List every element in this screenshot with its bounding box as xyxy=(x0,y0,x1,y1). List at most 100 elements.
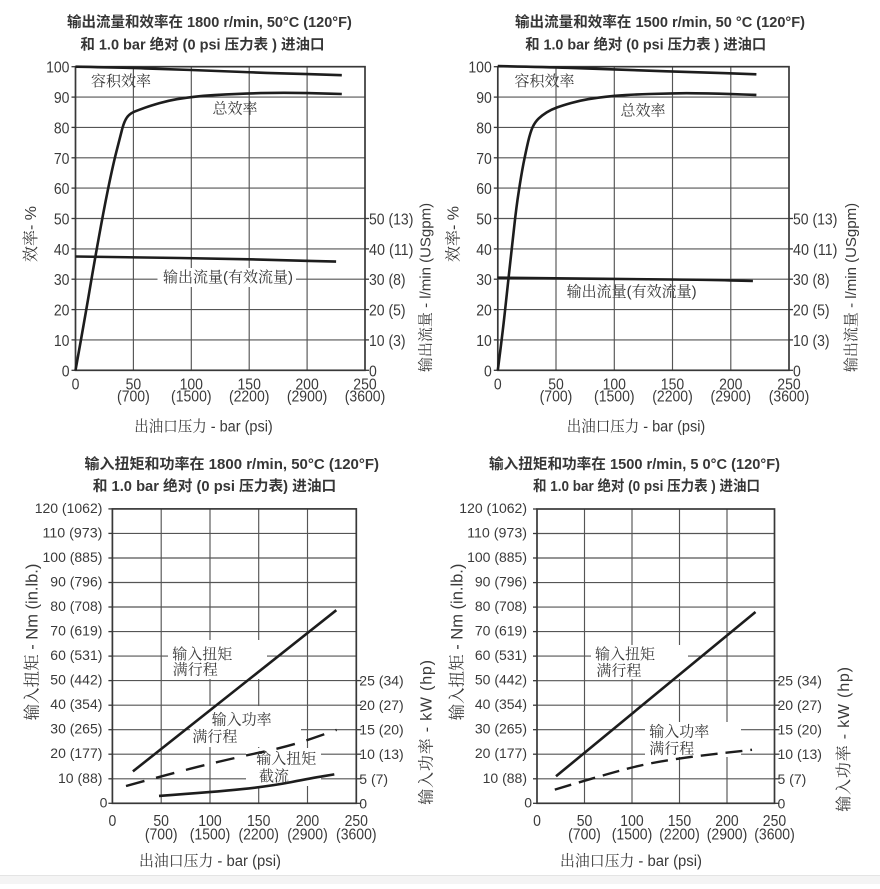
svg-text:60 (531): 60 (531) xyxy=(475,647,527,663)
svg-text:输入功率: 输入功率 xyxy=(212,712,272,729)
svg-text:容积效率: 容积效率 xyxy=(91,73,151,90)
svg-text:25 (34): 25 (34) xyxy=(778,673,822,689)
svg-text:10 (88): 10 (88) xyxy=(58,770,102,786)
svg-text:100: 100 xyxy=(603,377,627,394)
svg-text:(700): (700) xyxy=(145,827,178,844)
svg-text:满行程: 满行程 xyxy=(173,662,218,679)
svg-text:输入扭矩和功率在 1800 r/min, 50°C (12: 输入扭矩和功率在 1800 r/min, 50°C (120°F) xyxy=(85,455,380,473)
svg-text:40 (11): 40 (11) xyxy=(793,242,837,259)
svg-text:40 (354): 40 (354) xyxy=(50,696,102,712)
svg-text:50: 50 xyxy=(153,813,169,830)
svg-text:20 (27): 20 (27) xyxy=(359,697,403,713)
svg-text:(2900): (2900) xyxy=(287,389,328,406)
svg-text:20 (27): 20 (27) xyxy=(778,697,822,713)
svg-text:20: 20 xyxy=(54,303,70,320)
svg-text:100 (885): 100 (885) xyxy=(43,549,103,565)
svg-text:输出流量 - l/min (USgpm): 输出流量 - l/min (USgpm) xyxy=(418,203,435,372)
svg-text:5 (7): 5 (7) xyxy=(778,771,807,787)
svg-text:20: 20 xyxy=(476,303,492,320)
svg-text:(2200): (2200) xyxy=(659,827,700,844)
svg-text:25 (34): 25 (34) xyxy=(359,673,403,689)
svg-text:250: 250 xyxy=(777,377,801,394)
svg-text:0: 0 xyxy=(100,794,108,810)
svg-text:(2200): (2200) xyxy=(238,827,279,844)
svg-text:(2200): (2200) xyxy=(229,389,270,406)
svg-text:15 (20): 15 (20) xyxy=(359,722,403,738)
svg-text:60: 60 xyxy=(54,181,70,198)
svg-text:效率- %: 效率- % xyxy=(444,206,462,262)
svg-text:30 (8): 30 (8) xyxy=(369,272,406,289)
svg-text:(700): (700) xyxy=(117,389,150,406)
svg-text:和 1.0 bar 绝对 (0 psi 压力表) 进油口: 和 1.0 bar 绝对 (0 psi 压力表) 进油口 xyxy=(93,477,337,495)
svg-text:满行程: 满行程 xyxy=(192,729,237,746)
svg-text:输出流量(有效流量): 输出流量(有效流量) xyxy=(567,284,697,301)
svg-text:100: 100 xyxy=(468,60,492,77)
svg-text:70 (619): 70 (619) xyxy=(50,623,102,639)
svg-text:100: 100 xyxy=(620,813,644,830)
svg-text:10 (13): 10 (13) xyxy=(778,746,822,762)
svg-text:0: 0 xyxy=(484,363,492,380)
svg-text:(2900): (2900) xyxy=(711,389,752,406)
svg-text:20 (177): 20 (177) xyxy=(475,745,527,761)
svg-text:(1500): (1500) xyxy=(594,389,635,406)
svg-text:截流: 截流 xyxy=(259,768,289,785)
svg-text:40 (354): 40 (354) xyxy=(475,696,527,712)
svg-text:(2900): (2900) xyxy=(707,827,748,844)
svg-text:15 (20): 15 (20) xyxy=(778,722,822,738)
svg-text:(3600): (3600) xyxy=(769,389,810,406)
svg-text:(1500): (1500) xyxy=(190,827,231,844)
svg-text:10 (13): 10 (13) xyxy=(359,746,403,762)
svg-text:出油口压力 - bar (psi): 出油口压力 - bar (psi) xyxy=(134,418,273,436)
svg-text:(3600): (3600) xyxy=(336,827,377,844)
svg-text:和 1.0 bar 绝对 (0 psi 压力表 ) 进油口: 和 1.0 bar 绝对 (0 psi 压力表 ) 进油口 xyxy=(533,477,760,495)
svg-text:输入功率 - kW (hp): 输入功率 - kW (hp) xyxy=(418,659,436,804)
svg-text:0: 0 xyxy=(62,363,70,380)
svg-text:200: 200 xyxy=(295,377,319,394)
svg-text:40: 40 xyxy=(54,242,70,259)
svg-text:出油口压力 - bar (psi): 出油口压力 - bar (psi) xyxy=(567,418,706,436)
svg-text:120 (1062): 120 (1062) xyxy=(459,500,527,516)
svg-text:50 (442): 50 (442) xyxy=(50,672,102,688)
svg-text:(1500): (1500) xyxy=(171,389,212,406)
svg-text:30: 30 xyxy=(476,272,492,289)
svg-text:总效率: 总效率 xyxy=(621,103,666,120)
svg-text:满行程: 满行程 xyxy=(649,741,694,758)
svg-text:60: 60 xyxy=(476,181,492,198)
svg-text:和 1.0 bar 绝对 (0 psi 压力表 ) 进油口: 和 1.0 bar 绝对 (0 psi 压力表 ) 进油口 xyxy=(80,36,324,54)
svg-text:效率- %: 效率- % xyxy=(22,206,40,262)
svg-text:0: 0 xyxy=(494,377,502,394)
svg-text:80 (708): 80 (708) xyxy=(475,598,527,614)
svg-text:输出流量 - l/min (USgpm): 输出流量 - l/min (USgpm) xyxy=(843,203,860,372)
svg-text:100: 100 xyxy=(46,60,70,77)
svg-text:40: 40 xyxy=(476,242,492,259)
svg-text:50: 50 xyxy=(126,377,142,394)
svg-text:0: 0 xyxy=(72,377,80,394)
svg-text:输入扭矩 - Nm (in.lb.): 输入扭矩 - Nm (in.lb.) xyxy=(23,564,42,721)
svg-text:90 (796): 90 (796) xyxy=(50,574,102,590)
svg-text:200: 200 xyxy=(715,813,739,830)
svg-text:(700): (700) xyxy=(568,827,601,844)
svg-text:120 (1062): 120 (1062) xyxy=(35,500,103,516)
svg-text:30 (265): 30 (265) xyxy=(475,721,527,737)
svg-text:0: 0 xyxy=(109,813,117,830)
svg-text:80 (708): 80 (708) xyxy=(50,598,102,614)
svg-text:50: 50 xyxy=(548,377,564,394)
svg-text:0: 0 xyxy=(778,795,786,811)
svg-text:容积效率: 容积效率 xyxy=(515,73,575,90)
svg-text:输出流量和效率在 1500 r/min, 50 °C (12: 输出流量和效率在 1500 r/min, 50 °C (120°F) xyxy=(515,13,805,31)
svg-text:20 (5): 20 (5) xyxy=(793,303,830,320)
svg-text:输入扭矩: 输入扭矩 xyxy=(595,646,655,663)
svg-text:80: 80 xyxy=(476,120,492,137)
svg-text:110 (973): 110 (973) xyxy=(467,525,527,541)
svg-text:总效率: 总效率 xyxy=(213,101,258,118)
svg-text:80: 80 xyxy=(54,120,70,137)
svg-text:30 (8): 30 (8) xyxy=(793,272,830,289)
svg-text:输入扭矩和功率在 1500 r/min, 5 0°C (12: 输入扭矩和功率在 1500 r/min, 5 0°C (120°F) xyxy=(489,455,780,473)
svg-text:250: 250 xyxy=(353,377,377,394)
svg-text:(3600): (3600) xyxy=(345,389,386,406)
svg-text:0: 0 xyxy=(793,363,801,380)
svg-text:输入功率: 输入功率 xyxy=(649,724,709,741)
svg-text:输出流量(有效流量): 输出流量(有效流量) xyxy=(163,269,293,286)
svg-text:50 (13): 50 (13) xyxy=(793,212,837,229)
svg-text:20 (177): 20 (177) xyxy=(50,745,102,761)
